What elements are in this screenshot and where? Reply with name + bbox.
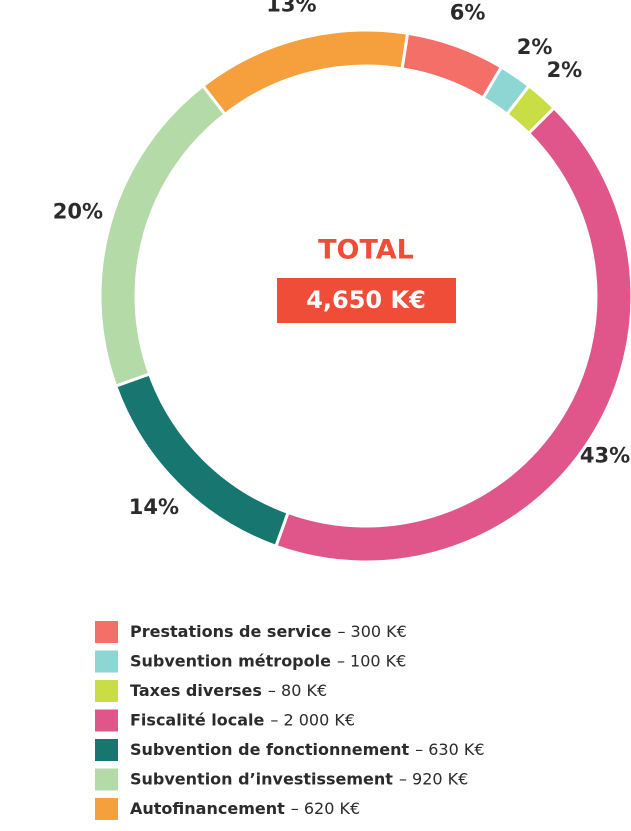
percent-label: 43%: [580, 444, 630, 468]
donut-segment: [400, 31, 504, 101]
donut-segment: [98, 83, 228, 389]
legend-entry: Subvention d’investissement – 920 K€: [130, 769, 468, 788]
donut-segment: [200, 28, 410, 117]
legend-entry: Taxes diverses – 80 K€: [130, 681, 327, 700]
legend-entry: Prestations de service – 300 K€: [130, 622, 407, 641]
percent-label: 6%: [450, 1, 486, 25]
donut-segment: [113, 371, 291, 549]
legend-entry: Autofinancement – 620 K€: [130, 799, 360, 818]
legend-swatch: [95, 709, 118, 732]
legend-name: Autofinancement: [130, 799, 285, 818]
legend-name: Prestations de service: [130, 622, 332, 641]
legend-detail: – 920 K€: [399, 769, 468, 788]
legend-name: Subvention d’investissement: [130, 769, 393, 788]
center-title: TOTAL: [318, 235, 414, 266]
legend-detail: – 630 K€: [415, 740, 484, 759]
legend-name: Subvention de fonctionnement: [130, 740, 410, 759]
legend-swatch: [95, 650, 118, 673]
percent-label: 2%: [547, 58, 583, 82]
legend-swatch: [95, 680, 118, 702]
legend-swatch: [95, 621, 118, 643]
percent-label: 20%: [53, 199, 103, 223]
center-total: 4,650 K€: [306, 286, 426, 314]
legend-detail: – 100 K€: [337, 651, 406, 670]
legend-detail: – 80 K€: [268, 681, 327, 700]
legend-swatch: [95, 798, 118, 820]
legend-name: Fiscalité locale: [130, 710, 265, 729]
legend-name: Taxes diverses: [130, 681, 262, 700]
legend-swatch: [95, 768, 118, 791]
legend-swatch: [95, 739, 118, 761]
legend-detail: – 620 K€: [291, 799, 360, 818]
legend-detail: – 2 000 K€: [270, 710, 355, 729]
percent-label: 2%: [517, 35, 553, 59]
donut-segment: [273, 105, 631, 564]
legend-entry: Subvention de fonctionnement – 630 K€: [130, 740, 485, 759]
legend-entry: Subvention métropole – 100 K€: [130, 651, 406, 670]
legend-detail: – 300 K€: [337, 622, 406, 641]
percent-label: 13%: [266, 0, 316, 16]
legend-entry: Fiscalité locale – 2 000 K€: [130, 710, 355, 729]
legend-name: Subvention métropole: [130, 651, 331, 670]
percent-label: 14%: [129, 495, 179, 519]
total-badge: [277, 278, 456, 323]
